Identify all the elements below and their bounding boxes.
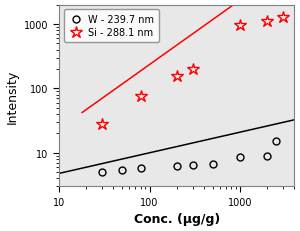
Si - 288.1 nm [191, 68, 194, 71]
Legend: W - 239.7 nm, Si - 288.1 nm: W - 239.7 nm, Si - 288.1 nm [64, 10, 159, 43]
W - 239.7 nm [100, 171, 104, 174]
W - 239.7 nm [175, 165, 178, 168]
W - 239.7 nm [139, 167, 142, 170]
Line: Si - 288.1 nm: Si - 288.1 nm [96, 11, 290, 131]
Si - 288.1 nm [100, 123, 104, 126]
Y-axis label: Intensity: Intensity [6, 69, 19, 123]
W - 239.7 nm [121, 168, 124, 171]
X-axis label: Conc. (μg/g): Conc. (μg/g) [134, 213, 220, 225]
W - 239.7 nm [266, 155, 269, 158]
W - 239.7 nm [238, 156, 242, 159]
Line: W - 239.7 nm: W - 239.7 nm [99, 138, 279, 176]
Si - 288.1 nm [281, 16, 285, 19]
Si - 288.1 nm [139, 96, 142, 98]
Si - 288.1 nm [238, 25, 242, 28]
Si - 288.1 nm [266, 21, 269, 24]
W - 239.7 nm [211, 162, 214, 165]
W - 239.7 nm [274, 140, 278, 143]
Si - 288.1 nm [175, 75, 178, 78]
W - 239.7 nm [191, 164, 194, 167]
